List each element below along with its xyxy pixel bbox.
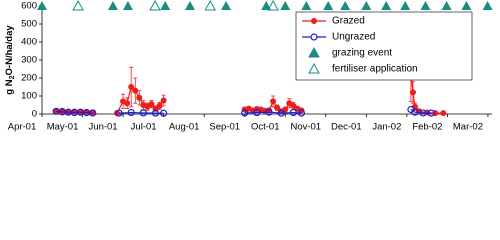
event-marker bbox=[280, 1, 291, 10]
event-marker bbox=[160, 1, 171, 10]
x-tick-label: Oct-01 bbox=[251, 122, 280, 133]
y-tick-label: 400 bbox=[21, 37, 37, 48]
point bbox=[440, 110, 447, 117]
point bbox=[115, 109, 123, 117]
legend-label: fertiliser application bbox=[332, 64, 418, 75]
legend-label: grazing event bbox=[332, 48, 392, 59]
x-tick-label: Mar-02 bbox=[453, 122, 483, 133]
event-marker bbox=[381, 1, 392, 10]
y-tick-label: 100 bbox=[21, 91, 37, 102]
legend-marker bbox=[308, 46, 320, 58]
event-marker bbox=[361, 1, 372, 10]
event-marker bbox=[204, 0, 217, 11]
point bbox=[160, 97, 167, 104]
point bbox=[136, 94, 143, 101]
series-line bbox=[56, 109, 432, 114]
point bbox=[156, 102, 163, 109]
point bbox=[128, 84, 135, 90]
y-tick-label: 500 bbox=[21, 19, 37, 30]
legend-label: Ungrazed bbox=[332, 32, 375, 43]
x-tick-label: May-01 bbox=[47, 122, 79, 133]
point bbox=[139, 109, 147, 117]
point bbox=[151, 109, 160, 117]
x-tick-label: Apr-01 bbox=[8, 122, 37, 133]
point bbox=[148, 101, 155, 108]
event-marker bbox=[400, 1, 411, 10]
x-tick-label: Aug-01 bbox=[169, 122, 200, 133]
legend-label: Grazed bbox=[332, 16, 365, 27]
event-marker bbox=[441, 1, 452, 10]
x-tick-label: Jan-02 bbox=[372, 122, 401, 133]
y-axis-label: g N2O-N/ha/day bbox=[4, 25, 16, 95]
event-marker bbox=[340, 1, 351, 10]
event-marker bbox=[72, 0, 84, 11]
point bbox=[274, 104, 281, 111]
point bbox=[411, 108, 419, 116]
event-marker bbox=[261, 1, 272, 10]
y-label-subscript: 2 bbox=[9, 75, 16, 79]
point bbox=[427, 109, 435, 117]
point bbox=[409, 89, 416, 96]
y-tick-label: 600 bbox=[21, 1, 37, 12]
event-marker bbox=[323, 1, 334, 10]
point bbox=[253, 108, 261, 117]
event-marker bbox=[482, 1, 493, 10]
y-tick-label: 0 bbox=[32, 109, 37, 120]
event-marker bbox=[461, 1, 472, 10]
point bbox=[89, 109, 97, 117]
y-label-part: O-N/ha/day bbox=[4, 25, 15, 76]
event-marker bbox=[37, 1, 47, 10]
point bbox=[265, 108, 273, 116]
x-tick-label: Jul-01 bbox=[131, 122, 157, 133]
event-marker bbox=[221, 1, 232, 10]
x-tick-label: Jun-01 bbox=[89, 122, 118, 133]
point bbox=[297, 109, 306, 117]
y-tick-label: 300 bbox=[21, 55, 37, 66]
legend-marker bbox=[308, 62, 320, 74]
point bbox=[270, 98, 277, 105]
event-marker bbox=[184, 1, 195, 10]
event-marker bbox=[267, 0, 279, 11]
event-marker bbox=[420, 1, 431, 10]
chart: g N2O-N/ha/day 0 100 200 300 400 500 600 Apr-01… bbox=[4, 0, 493, 133]
legend-box bbox=[295, 11, 473, 81]
point bbox=[127, 108, 135, 117]
y-tick-label: 200 bbox=[21, 73, 37, 84]
legend-marker bbox=[310, 33, 318, 41]
x-tick-label: Sep-01 bbox=[209, 122, 240, 133]
point bbox=[241, 109, 249, 117]
point bbox=[160, 109, 168, 117]
event-marker bbox=[107, 1, 118, 10]
point bbox=[419, 109, 427, 117]
legend: Grazed Ungrazed grazing event fertiliser ap… bbox=[295, 11, 473, 81]
event-marker bbox=[149, 0, 161, 11]
legend-marker bbox=[311, 18, 317, 24]
x-tick-label: Nov-01 bbox=[290, 122, 321, 133]
y-label-part: g N bbox=[4, 79, 15, 94]
event-marker bbox=[122, 1, 133, 10]
x-tick-label: Dec-01 bbox=[331, 122, 362, 133]
point bbox=[114, 110, 120, 117]
point bbox=[277, 109, 285, 117]
x-tick-label: Feb-02 bbox=[412, 122, 442, 133]
event-marker bbox=[301, 1, 312, 10]
point bbox=[132, 87, 139, 94]
point bbox=[289, 108, 297, 117]
point bbox=[124, 100, 131, 107]
